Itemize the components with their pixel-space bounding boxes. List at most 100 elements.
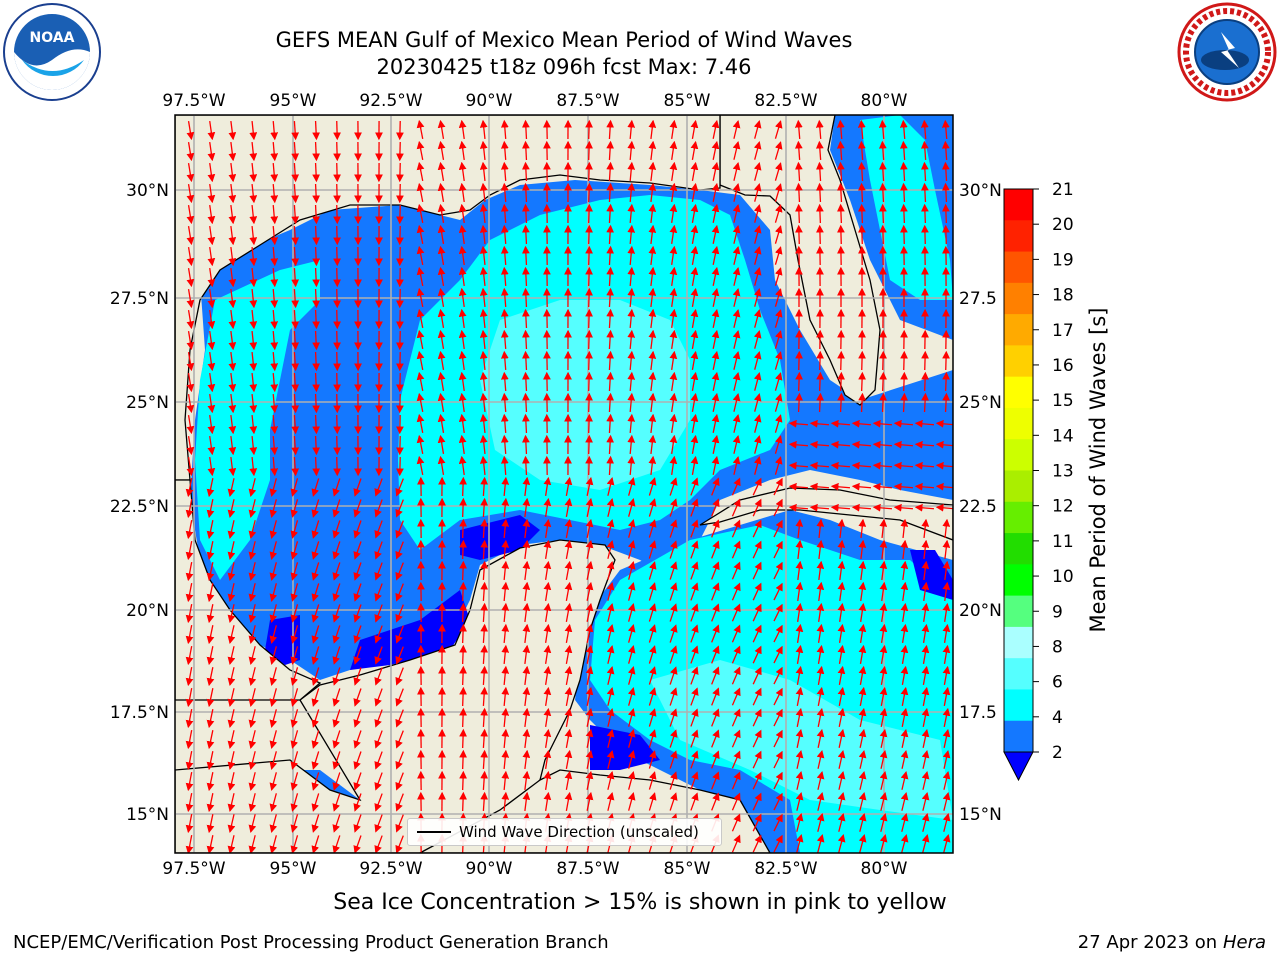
wind-wave-arrow <box>501 539 510 560</box>
wind-wave-arrow <box>690 603 699 622</box>
wind-wave-arrow <box>290 688 299 707</box>
wind-wave-arrow <box>585 455 593 476</box>
wind-wave-arrow <box>893 419 914 428</box>
wind-wave-arrow <box>458 455 467 476</box>
wind-wave-arrow <box>627 771 636 790</box>
wind-wave-arrow <box>332 709 341 728</box>
lat-label: 20°N <box>126 601 169 621</box>
wind-wave-arrow <box>627 624 636 643</box>
wind-wave-arrow <box>332 667 341 686</box>
wind-wave-arrow <box>627 224 636 245</box>
wind-wave-arrow <box>395 835 404 853</box>
wind-wave-arrow <box>312 309 321 330</box>
wind-wave-arrow <box>395 499 404 518</box>
colorbar-tick-label: 8 <box>1052 637 1063 657</box>
lat-label: 25°N <box>126 393 169 413</box>
wind-wave-arrow <box>395 604 404 623</box>
wind-wave-arrow <box>731 708 741 727</box>
wind-wave-arrow <box>773 603 783 622</box>
wind-wave-arrow <box>291 372 300 393</box>
wind-wave-arrow <box>479 119 488 140</box>
wind-wave-arrow <box>248 625 257 644</box>
wind-wave-arrow <box>731 687 741 706</box>
wind-wave-arrow <box>606 770 615 790</box>
colorbar-segment <box>1004 720 1033 753</box>
lat-label: 30°N <box>126 181 169 201</box>
wind-wave-arrow <box>270 330 279 351</box>
wind-wave-arrow <box>872 461 893 470</box>
wind-wave-arrow <box>690 329 699 349</box>
wind-wave-arrow <box>522 497 531 518</box>
wind-wave-arrow <box>312 435 321 456</box>
wind-wave-arrow <box>816 749 825 769</box>
lat-label: 30°N <box>959 181 1002 201</box>
map-legend: Wind Wave Direction (unscaled) <box>407 818 722 846</box>
wind-wave-arrow <box>774 288 783 307</box>
wind-wave-arrow <box>501 749 510 770</box>
wind-wave-arrow <box>585 392 593 413</box>
wind-wave-arrow <box>248 730 257 749</box>
wind-wave-arrow <box>893 461 914 470</box>
wind-wave-arrow <box>837 518 846 539</box>
wind-wave-arrow <box>752 750 762 769</box>
wind-wave-arrow <box>837 581 846 602</box>
wind-wave-arrow <box>480 497 489 518</box>
wind-wave-arrow <box>332 478 341 497</box>
wind-wave-arrow <box>858 392 867 413</box>
wind-wave-arrow <box>606 140 615 161</box>
wind-wave-arrow <box>521 329 530 350</box>
wind-wave-arrow <box>690 434 699 454</box>
wind-wave-arrow <box>773 645 783 664</box>
legend-line-swatch <box>417 831 451 833</box>
wind-wave-arrow <box>227 772 236 792</box>
wind-wave-arrow <box>585 308 593 329</box>
wind-wave-arrow <box>669 455 678 475</box>
wind-wave-arrow <box>311 625 320 644</box>
wind-wave-arrow <box>795 581 804 602</box>
wind-wave-arrow <box>458 182 467 203</box>
wind-wave-arrow <box>480 644 489 665</box>
wind-wave-arrow <box>416 308 425 328</box>
wind-wave-arrow <box>249 141 258 162</box>
wind-wave-arrow <box>207 330 216 351</box>
wind-wave-arrow <box>690 792 699 811</box>
wind-wave-arrow <box>648 540 657 559</box>
lat-label: 15°N <box>959 805 1002 825</box>
wind-wave-arrow <box>522 770 531 791</box>
wind-wave-arrow <box>627 582 636 601</box>
wind-wave-arrow <box>690 666 699 685</box>
wind-wave-arrow <box>606 518 615 538</box>
wind-wave-arrow <box>815 119 824 140</box>
wind-wave-arrow <box>837 350 845 371</box>
wind-wave-arrow <box>522 560 531 581</box>
wind-wave-arrow <box>186 268 195 288</box>
wind-wave-arrow <box>312 393 321 414</box>
wind-wave-arrow <box>458 119 467 140</box>
wind-wave-arrow <box>585 140 593 161</box>
wind-wave-arrow <box>291 330 300 351</box>
wind-wave-arrow <box>186 394 195 414</box>
chart-subtitle-run: 20230425 t18z 096h fcst Max: 7.46 <box>376 55 752 79</box>
wind-wave-arrow <box>900 560 909 581</box>
wind-wave-arrow <box>837 224 845 245</box>
wind-wave-arrow <box>816 602 825 622</box>
wind-wave-arrow <box>459 518 467 539</box>
wind-wave-arrow <box>648 266 657 287</box>
wind-wave-arrow <box>522 518 531 539</box>
wind-wave-arrow <box>774 309 783 328</box>
wind-wave-arrow <box>753 246 762 265</box>
wind-wave-arrow <box>459 749 467 770</box>
veracruz-band-lt2 <box>265 615 300 665</box>
wind-wave-arrow <box>837 749 846 769</box>
wind-wave-arrow <box>816 581 825 602</box>
wind-wave-arrow <box>543 749 552 769</box>
wind-wave-arrow <box>437 455 446 475</box>
wind-wave-arrow <box>857 119 866 140</box>
wind-wave-arrow <box>311 814 320 833</box>
wind-wave-arrow <box>186 415 195 435</box>
wind-wave-arrow <box>921 644 930 664</box>
wind-wave-arrow <box>248 751 257 770</box>
wind-wave-arrow <box>669 624 678 643</box>
wind-wave-arrow <box>249 372 258 393</box>
wind-wave-arrow <box>353 541 362 560</box>
